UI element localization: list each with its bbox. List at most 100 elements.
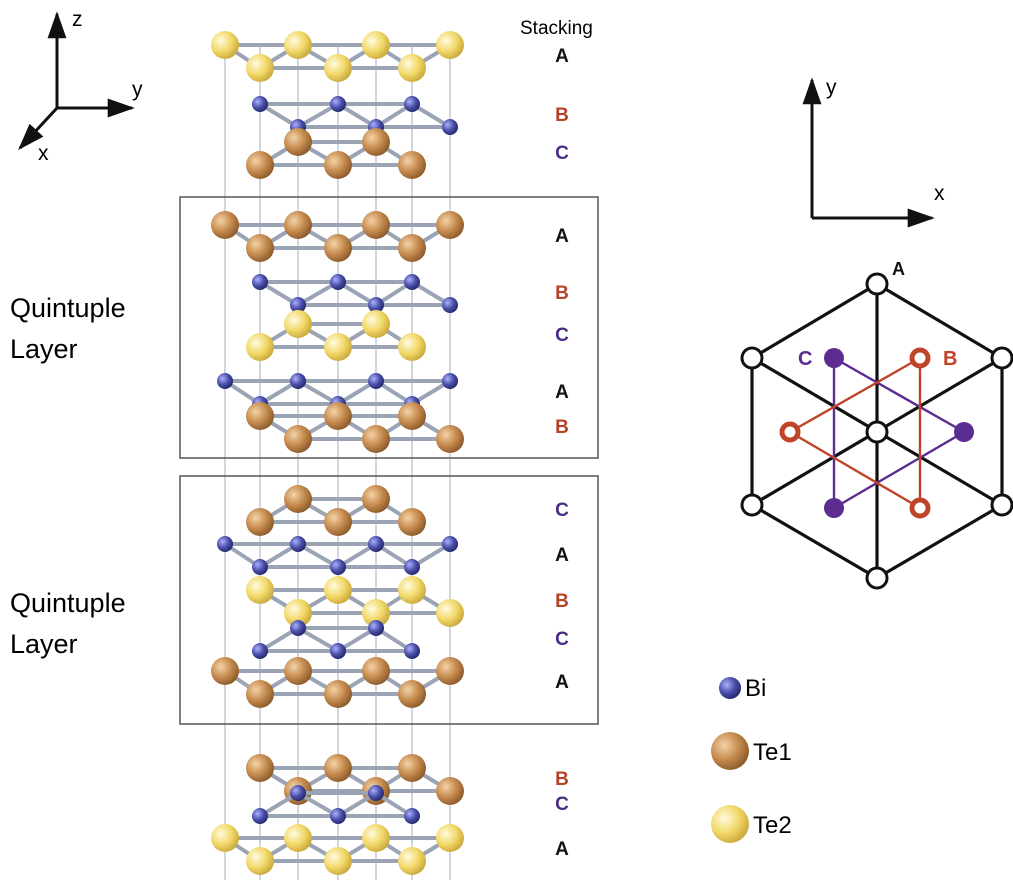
right-axes: y x bbox=[802, 76, 945, 228]
a-site-markers bbox=[740, 272, 1013, 590]
te2-atom bbox=[246, 54, 274, 82]
te1-atom bbox=[398, 402, 426, 430]
bi-atom bbox=[217, 373, 233, 389]
b-site-markers bbox=[779, 347, 931, 519]
bi-atom bbox=[290, 297, 306, 313]
te1-atom bbox=[284, 128, 312, 156]
te2-atom bbox=[362, 310, 390, 338]
right-x-axis-label: x bbox=[934, 182, 945, 205]
bi-atom bbox=[404, 559, 420, 575]
a-site bbox=[865, 272, 889, 296]
hex-label-b: B bbox=[943, 348, 957, 370]
te2-atom bbox=[398, 576, 426, 604]
stacking-letter: B bbox=[555, 591, 569, 612]
ql-label-bottom-line1: Quintuple bbox=[10, 588, 126, 618]
a-site bbox=[990, 346, 1013, 370]
te2-atom bbox=[284, 824, 312, 852]
c-site bbox=[824, 498, 844, 518]
te1-atom bbox=[398, 151, 426, 179]
atomic-layer-te2-c bbox=[246, 310, 426, 361]
atomic-layer-te2-a bbox=[211, 824, 464, 875]
bi-atom bbox=[404, 808, 420, 824]
left-axes: z y x bbox=[18, 8, 143, 165]
bi-atom bbox=[252, 96, 268, 112]
ql-box-top bbox=[179, 196, 599, 459]
bi-atom bbox=[252, 559, 268, 575]
te1-atom bbox=[362, 485, 390, 513]
atomic-layer-bi-c bbox=[252, 620, 420, 659]
te2-atom bbox=[436, 599, 464, 627]
stacking-letter: C bbox=[555, 629, 569, 650]
bi-atom bbox=[330, 96, 346, 112]
atomic-layer-te2-b bbox=[246, 576, 464, 627]
bi-atom bbox=[290, 620, 306, 636]
atomic-layer-te1-b bbox=[246, 754, 464, 805]
te2-atom bbox=[324, 576, 352, 604]
te2-atom bbox=[324, 54, 352, 82]
bi-atom bbox=[442, 536, 458, 552]
c-site-markers bbox=[824, 348, 974, 518]
atomic-layer-te1-c bbox=[246, 485, 426, 536]
te2-atom bbox=[362, 824, 390, 852]
te1-atom bbox=[324, 151, 352, 179]
bi-atom bbox=[252, 274, 268, 290]
a-site bbox=[990, 493, 1013, 517]
te1-atom bbox=[362, 425, 390, 453]
bi-atom bbox=[368, 536, 384, 552]
te1-atom bbox=[246, 234, 274, 262]
ql-box-bottom bbox=[179, 475, 599, 725]
stacking-letter: A bbox=[555, 672, 569, 693]
te2-atom bbox=[284, 599, 312, 627]
te1-atom bbox=[246, 508, 274, 536]
stacking-letter: B bbox=[555, 105, 569, 126]
c-site bbox=[824, 348, 844, 368]
te2-atom bbox=[284, 310, 312, 338]
x-axis-label: x bbox=[38, 142, 49, 165]
te2-atom bbox=[211, 31, 239, 59]
bi-atom bbox=[368, 297, 384, 313]
te1-atom bbox=[436, 425, 464, 453]
stacking-letter: C bbox=[555, 500, 569, 521]
legend-bi-label: Bi bbox=[745, 675, 766, 702]
bi-atom bbox=[368, 373, 384, 389]
atomic-layer-bi-c bbox=[252, 785, 420, 824]
te2-atom bbox=[246, 576, 274, 604]
stacking-letter: A bbox=[555, 382, 569, 403]
te1-atom bbox=[324, 508, 352, 536]
te1-atom bbox=[362, 657, 390, 685]
b-site bbox=[779, 421, 801, 443]
te2-atom bbox=[246, 847, 274, 875]
te1-atom bbox=[436, 777, 464, 805]
atomic-layer-te1-a bbox=[211, 657, 464, 708]
bi-atom bbox=[442, 119, 458, 135]
te2-atom bbox=[246, 333, 274, 361]
legend-te1-swatch bbox=[711, 732, 749, 770]
atomic-layer-bi-b bbox=[252, 96, 458, 135]
te1-atom bbox=[324, 234, 352, 262]
a-site bbox=[740, 493, 764, 517]
bi-atom bbox=[404, 274, 420, 290]
legend-te1-label: Te1 bbox=[753, 739, 792, 766]
atomic-layer-te2-a bbox=[211, 31, 464, 82]
stacking-letter: C bbox=[555, 794, 569, 815]
bi-atom bbox=[404, 96, 420, 112]
bi-atom bbox=[290, 536, 306, 552]
atomic-layer-bi-a bbox=[217, 536, 458, 575]
te1-atom bbox=[284, 657, 312, 685]
stacking-letter: B bbox=[555, 283, 569, 304]
te1-atom bbox=[362, 128, 390, 156]
te1-atom bbox=[324, 754, 352, 782]
b-site bbox=[909, 497, 931, 519]
te1-atom bbox=[398, 508, 426, 536]
a-site bbox=[865, 420, 889, 444]
te1-atom bbox=[398, 234, 426, 262]
vertical-guide-lines bbox=[224, 45, 451, 880]
te2-atom bbox=[436, 824, 464, 852]
te1-atom bbox=[246, 754, 274, 782]
te2-atom bbox=[436, 31, 464, 59]
bi-atom bbox=[442, 297, 458, 313]
te1-atom bbox=[284, 485, 312, 513]
x-axis-arrow bbox=[18, 106, 59, 150]
